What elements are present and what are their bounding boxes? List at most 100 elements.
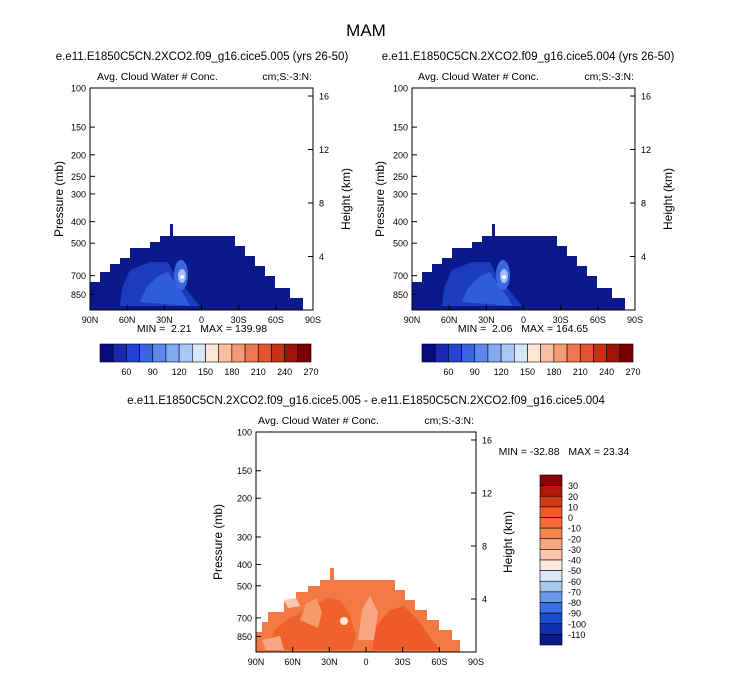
y-tick-label: 200 [71, 150, 86, 160]
panel-3-field [256, 568, 460, 652]
panel-3-stats: MIN = -32.88 MAX = 23.34 [499, 446, 630, 458]
y-tick-label: 700 [393, 271, 408, 281]
colorbar-label: 180 [546, 367, 561, 377]
y2-tick-label: 4 [641, 252, 646, 262]
panel-3-diff-patch-b [358, 596, 378, 640]
panel-1-contour-high [140, 272, 190, 306]
colorbar-swatch [540, 343, 555, 363]
panel-1-title: e.e11.E1850C5CN.2XCO2.f09_g16.cice5.005 … [56, 51, 349, 63]
x-tick-label: 60N [119, 315, 136, 325]
panel-2-x-axis: 90N 60N 30N 0 30S 60S 90S [404, 305, 643, 325]
colorbar-swatch [539, 485, 563, 497]
y2-tick-label: 8 [482, 541, 487, 551]
y2-tick-label: 16 [482, 435, 492, 445]
y-tick-label: 850 [237, 632, 252, 642]
x-tick-label: 30S [395, 657, 411, 667]
x-tick-label: 90N [248, 657, 265, 667]
y-tick-label: 400 [71, 217, 86, 227]
panel-2-max-point [502, 275, 506, 279]
colorbar-swatch [244, 343, 259, 363]
y-tick-label: 100 [393, 84, 408, 94]
colorbar-swatch [165, 343, 180, 363]
colorbar-swatch [539, 506, 563, 518]
y-tick-label: 850 [393, 290, 408, 300]
y-tick-label: 150 [71, 123, 86, 133]
colorbar-label: 150 [198, 367, 213, 377]
x-tick-label: 0 [521, 315, 526, 325]
panel-2-y2-axis-title: Height (km) [661, 168, 675, 230]
colorbar-label: -50 [568, 566, 581, 576]
panel-1-field [90, 224, 303, 310]
panel-2-field [412, 224, 625, 310]
colorbar-swatch [487, 343, 502, 363]
colorbar-label: -80 [568, 598, 581, 608]
y-tick-label: 100 [71, 84, 86, 94]
y-tick-label: 200 [393, 150, 408, 160]
colorbar-swatch [448, 343, 462, 363]
colorbar-swatch [539, 527, 563, 540]
panel-3-y2-axis: 16 12 8 4 [471, 435, 492, 604]
colorbar-label: 240 [599, 367, 614, 377]
y2-tick-label: 12 [482, 488, 492, 498]
colorbar-swatch [539, 495, 563, 508]
colorbar-swatch [192, 343, 206, 363]
panel-3-diff-patch-a [300, 598, 322, 628]
colorbar-label: 210 [251, 367, 266, 377]
y-tick-label: 200 [237, 494, 252, 504]
colorbar-swatch [461, 343, 476, 363]
y-tick-label: 150 [237, 466, 252, 476]
panel-2-y-axis-title: Pressure (mb) [373, 161, 387, 237]
panel-1-y2-axis-title: Height (km) [339, 168, 353, 230]
colorbar-swatch [421, 343, 436, 363]
colorbar-swatch [271, 343, 285, 363]
panel-2-y-axis: 100 150 200 250 300 400 500 700 850 [393, 84, 417, 300]
panel-3-title: e.e11.E1850C5CN.2XCO2.f09_g16.cice5.005 … [127, 395, 605, 407]
panel-2: e.e11.E1850C5CN.2XCO2.f09_g16.cice5.004 … [373, 51, 675, 377]
colorbar-swatch [152, 343, 167, 363]
x-tick-label: 90S [305, 315, 321, 325]
colorbar-swatch [539, 612, 563, 625]
panel-1-y-axis-title: Pressure (mb) [52, 161, 66, 237]
y2-tick-label: 16 [319, 92, 329, 102]
colorbar-swatch [218, 343, 233, 363]
y-tick-label: 150 [393, 123, 408, 133]
colorbar-label: 10 [568, 502, 578, 512]
colorbar-label: 60 [121, 367, 131, 377]
colorbar-label: 120 [172, 367, 187, 377]
y2-tick-label: 16 [641, 92, 651, 102]
y-tick-label: 700 [237, 613, 252, 623]
colorbar-swatch [500, 343, 515, 363]
colorbar-swatch [539, 591, 563, 603]
colorbar-label: -70 [568, 587, 581, 597]
colorbar-label: 90 [470, 367, 480, 377]
panel-3-diff-min-point [340, 617, 348, 625]
x-tick-label: 90N [404, 315, 421, 325]
y-tick-label: 850 [71, 290, 86, 300]
colorbar-swatch [539, 602, 563, 614]
colorbar-swatch [112, 343, 127, 363]
colorbar-label: 180 [224, 367, 239, 377]
colorbar-label: 30 [568, 481, 578, 491]
colorbar-swatch [539, 580, 563, 593]
y-tick-label: 300 [393, 189, 408, 199]
colorbar-swatch [539, 623, 563, 635]
colorbar-swatch [539, 570, 563, 582]
panel-1: e.e11.E1850C5CN.2XCO2.f09_g16.cice5.005 … [52, 51, 353, 377]
x-tick-label: 90N [82, 315, 99, 325]
x-tick-label: 60S [431, 657, 447, 667]
x-tick-label: 0 [363, 657, 368, 667]
panel-1-x-axis: 90N 60N 30N 0 30S 60S 90S [82, 305, 321, 325]
panel-3-diff-patch-d [284, 598, 300, 608]
panel-1-stats: MIN = 2.21 MAX = 139.98 [137, 323, 267, 335]
colorbar-label: -10 [568, 524, 581, 534]
panel-3-variable-label: Avg. Cloud Water # Conc. [258, 415, 379, 427]
colorbar-swatch [284, 343, 299, 363]
panel-3-diff-band-b [372, 606, 440, 650]
y-tick-label: 100 [237, 428, 252, 438]
y2-tick-label: 12 [641, 145, 651, 155]
colorbar-label: 210 [573, 367, 588, 377]
panel-2-variable-label: Avg. Cloud Water # Conc. [418, 71, 539, 83]
x-tick-label: 30S [553, 315, 569, 325]
colorbar-label: -90 [568, 609, 581, 619]
colorbar-swatch [514, 343, 528, 363]
